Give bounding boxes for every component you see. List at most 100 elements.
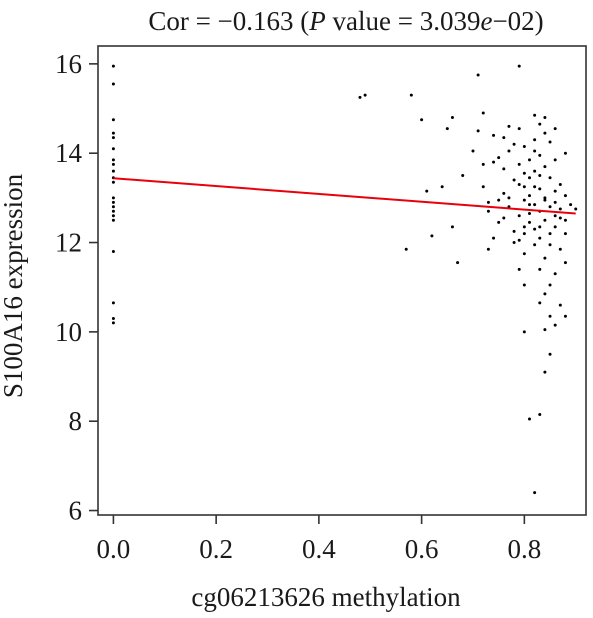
data-point (533, 113, 537, 117)
data-point (111, 131, 115, 135)
data-point (358, 95, 362, 99)
data-point (111, 301, 115, 305)
y-axis-title: S100A16 expression (0, 173, 28, 398)
data-point (538, 413, 542, 416)
data-point (502, 216, 506, 220)
data-point (548, 176, 552, 180)
data-point (543, 218, 547, 222)
regression-line-layer (113, 177, 576, 215)
data-point (111, 316, 115, 320)
data-point (538, 153, 542, 157)
data-point (111, 218, 115, 222)
x-axis-title: cg06213626 methylation (191, 582, 461, 612)
data-point (111, 147, 115, 151)
data-point (553, 200, 557, 204)
data-point (486, 247, 490, 251)
data-point (517, 182, 521, 186)
data-point (553, 214, 557, 218)
data-point (404, 247, 408, 251)
data-point (492, 160, 496, 164)
data-point (553, 323, 557, 327)
data-point (111, 196, 115, 200)
data-point (517, 238, 521, 242)
data-point (522, 185, 526, 189)
data-point (569, 203, 573, 207)
data-point (517, 267, 521, 271)
data-point (538, 187, 542, 191)
data-point (450, 225, 454, 229)
data-point (486, 200, 490, 204)
y-tick-label: 6 (69, 496, 83, 526)
data-point (538, 301, 542, 305)
data-point (425, 189, 429, 193)
data-point (502, 136, 506, 140)
data-point (471, 149, 475, 153)
data-point (522, 283, 526, 287)
data-point (527, 203, 531, 207)
data-point (543, 328, 547, 332)
y-tick-label: 12 (55, 228, 82, 258)
data-point (563, 232, 567, 236)
data-point (548, 140, 552, 144)
data-point (563, 151, 567, 155)
data-point (543, 131, 547, 135)
data-point (553, 158, 557, 162)
x-tick-label: 0.4 (302, 534, 336, 564)
data-point (563, 261, 567, 265)
data-point (502, 191, 506, 195)
data-point (522, 171, 526, 175)
data-point (538, 236, 542, 240)
data-point (497, 156, 501, 160)
data-point (111, 205, 115, 209)
title-middle: value = 3.039 (326, 6, 481, 36)
data-point (553, 272, 557, 276)
data-point (507, 124, 511, 128)
x-tick-label: 0.6 (405, 534, 439, 564)
data-point (533, 227, 537, 231)
data-point (574, 207, 578, 211)
data-point (533, 138, 537, 142)
data-point (533, 243, 537, 247)
data-point (481, 185, 485, 189)
data-point (363, 93, 367, 97)
data-point (527, 212, 531, 215)
data-point (558, 216, 562, 220)
data-point (563, 194, 567, 198)
data-point (533, 169, 537, 173)
data-point (522, 232, 526, 236)
data-point (409, 93, 413, 97)
data-point (517, 214, 521, 218)
data-point (548, 283, 552, 287)
data-point (420, 118, 424, 122)
regression-line (113, 177, 576, 215)
data-point (486, 209, 490, 213)
data-point (481, 162, 485, 166)
data-points (111, 64, 578, 495)
x-axis: 0.0 0.2 0.4 0.6 0.8 (97, 515, 541, 564)
data-point (527, 158, 531, 162)
data-point (111, 158, 115, 162)
data-point (527, 417, 531, 421)
data-point (476, 73, 480, 77)
data-point (538, 267, 542, 271)
data-point (512, 178, 516, 182)
data-point (548, 352, 552, 356)
data-point (522, 252, 526, 256)
data-point (543, 370, 547, 374)
data-point (548, 243, 552, 247)
data-point (553, 225, 557, 229)
data-point (563, 218, 567, 222)
data-point (553, 189, 557, 193)
data-point (111, 321, 115, 325)
data-point (517, 127, 521, 131)
data-point (512, 142, 516, 146)
data-point (111, 162, 115, 166)
data-point (527, 194, 531, 198)
data-point (111, 118, 115, 122)
data-point (558, 303, 562, 307)
data-point (527, 176, 531, 180)
title-suffix: −02) (492, 6, 543, 36)
data-point (450, 115, 454, 119)
data-point (512, 229, 516, 233)
data-point (543, 292, 547, 296)
